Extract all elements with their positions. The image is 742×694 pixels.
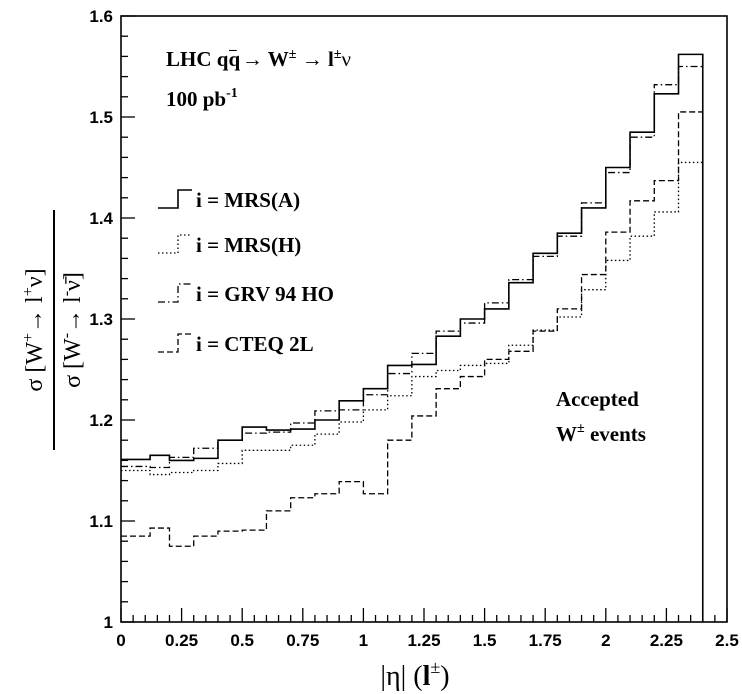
series-dotted-line bbox=[121, 161, 704, 622]
legend-item: i = MRS(H) bbox=[158, 233, 301, 257]
x-tick-label: 2.25 bbox=[650, 631, 683, 650]
x-tick-label: 1.75 bbox=[529, 631, 562, 650]
x-tick-label: 2.5 bbox=[715, 631, 739, 650]
legend-item: i = GRV 94 HO bbox=[158, 282, 334, 306]
x-tick-label: 2 bbox=[601, 631, 610, 650]
chart-title-line1: LHC qq– → W± → l±ν bbox=[166, 42, 351, 71]
chart-title-line2: 100 pb-1 bbox=[166, 86, 238, 111]
svg-text:σ [W-→ l-ν̄]: σ [W-→ l-ν̄] bbox=[58, 272, 86, 388]
y-tick-label: 1.3 bbox=[89, 310, 113, 329]
legend-label: i = GRV 94 HO bbox=[196, 282, 334, 306]
series-layer bbox=[121, 53, 704, 622]
legend-item: i = MRS(A) bbox=[158, 188, 300, 212]
legend-swatch bbox=[158, 283, 192, 303]
x-axis-label: |η| (l±) bbox=[380, 657, 449, 692]
x-tick-label: 0.75 bbox=[286, 631, 319, 650]
x-tick-label: 0.25 bbox=[165, 631, 198, 650]
y-axis-label: σ [W+→ l+ν] σ [W-→ l-ν̄] bbox=[20, 210, 86, 450]
legend-swatch bbox=[158, 234, 192, 254]
y-tick-label: 1 bbox=[104, 613, 113, 632]
x-tick-label: 0 bbox=[116, 631, 125, 650]
legend-item: i = CTEQ 2L bbox=[158, 332, 314, 356]
legend-label: i = MRS(A) bbox=[196, 188, 300, 212]
x-tick-label: 0.5 bbox=[230, 631, 254, 650]
series-dashed-line bbox=[121, 111, 704, 622]
x-tick-label: 1 bbox=[359, 631, 368, 650]
annotation-line2: W± events bbox=[556, 421, 646, 446]
legend-swatch bbox=[158, 189, 192, 209]
y-tick-label: 1.5 bbox=[89, 108, 113, 127]
x-tick-label: 1.25 bbox=[407, 631, 440, 650]
x-tick-label: 1.5 bbox=[473, 631, 497, 650]
y-tick-label: 1.1 bbox=[89, 512, 113, 531]
legend: i = MRS(A) i = MRS(H) i = GRV 94 HO i = CTE… bbox=[158, 188, 334, 356]
annotation-line1: Accepted bbox=[556, 387, 639, 411]
y-tick-label: 1.2 bbox=[89, 411, 113, 430]
legend-swatch bbox=[158, 333, 192, 353]
legend-label: i = MRS(H) bbox=[196, 233, 301, 257]
legend-label: i = CTEQ 2L bbox=[196, 332, 314, 356]
svg-text:σ [W+→ l+ν]: σ [W+→ l+ν] bbox=[20, 268, 48, 391]
axis-ticks: 0 0.25 0.5 0.75 1 1.25 1.5 1.75 2 2.25 2.5 1 1.1 1.2 1… bbox=[89, 7, 738, 650]
series-dashdot-line bbox=[121, 65, 704, 622]
y-tick-label: 1.4 bbox=[89, 209, 113, 228]
y-tick-label: 1.6 bbox=[89, 7, 113, 26]
